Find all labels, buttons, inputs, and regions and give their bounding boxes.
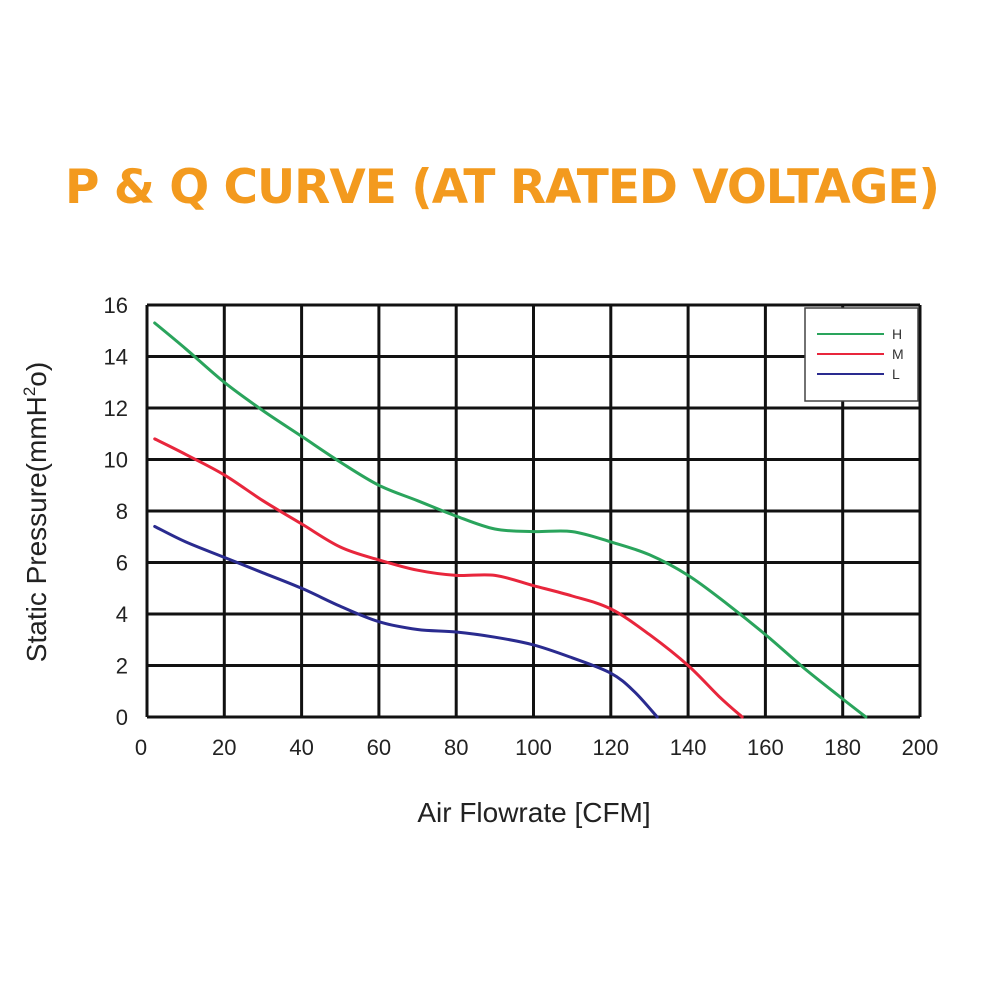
series-lines	[153, 321, 868, 719]
y-tick-label: 6	[116, 551, 128, 576]
y-axis-label: Static Pressure(mmH2o)	[20, 362, 52, 662]
y-tick-label: 8	[116, 499, 128, 524]
y-axis-label-superscript: 2	[20, 387, 39, 396]
x-tick-label: 180	[824, 735, 861, 760]
legend-label-m: M	[892, 346, 904, 362]
y-axis-label-end: o)	[21, 362, 52, 387]
x-tick-label: 120	[592, 735, 629, 760]
x-tick-label: 20	[212, 735, 236, 760]
series-line-h	[153, 321, 868, 719]
y-axis-ticks: 0 2 4 6 8 10 12 14 16	[104, 293, 128, 730]
x-tick-label: 0	[135, 735, 147, 760]
legend-label-h: H	[892, 326, 902, 342]
x-tick-label: 100	[515, 735, 552, 760]
y-tick-label: 10	[104, 448, 128, 473]
series-line-m	[153, 437, 744, 719]
y-tick-label: 0	[116, 705, 128, 730]
y-tick-label: 4	[116, 602, 128, 627]
x-axis-ticks: 0 20 40 60 80 100 120 140 160 180 200	[135, 735, 938, 760]
x-tick-label: 40	[289, 735, 313, 760]
series-line-l	[153, 525, 659, 719]
x-tick-label: 80	[444, 735, 468, 760]
y-tick-label: 16	[104, 293, 128, 318]
x-axis-label: Air Flowrate [CFM]	[417, 797, 650, 828]
y-tick-label: 12	[104, 396, 128, 421]
grid	[145, 303, 922, 719]
x-tick-label: 200	[902, 735, 939, 760]
x-tick-label: 60	[367, 735, 391, 760]
legend: HML	[804, 307, 919, 402]
y-axis-label-main: Static Pressure(mmH	[21, 396, 52, 662]
x-tick-label: 140	[670, 735, 707, 760]
chart-title: P & Q CURVE (AT RATED VOLTAGE)	[65, 160, 940, 215]
x-tick-label: 160	[747, 735, 784, 760]
legend-label-l: L	[892, 366, 900, 382]
y-tick-label: 14	[104, 345, 128, 370]
y-tick-label: 2	[116, 654, 128, 679]
